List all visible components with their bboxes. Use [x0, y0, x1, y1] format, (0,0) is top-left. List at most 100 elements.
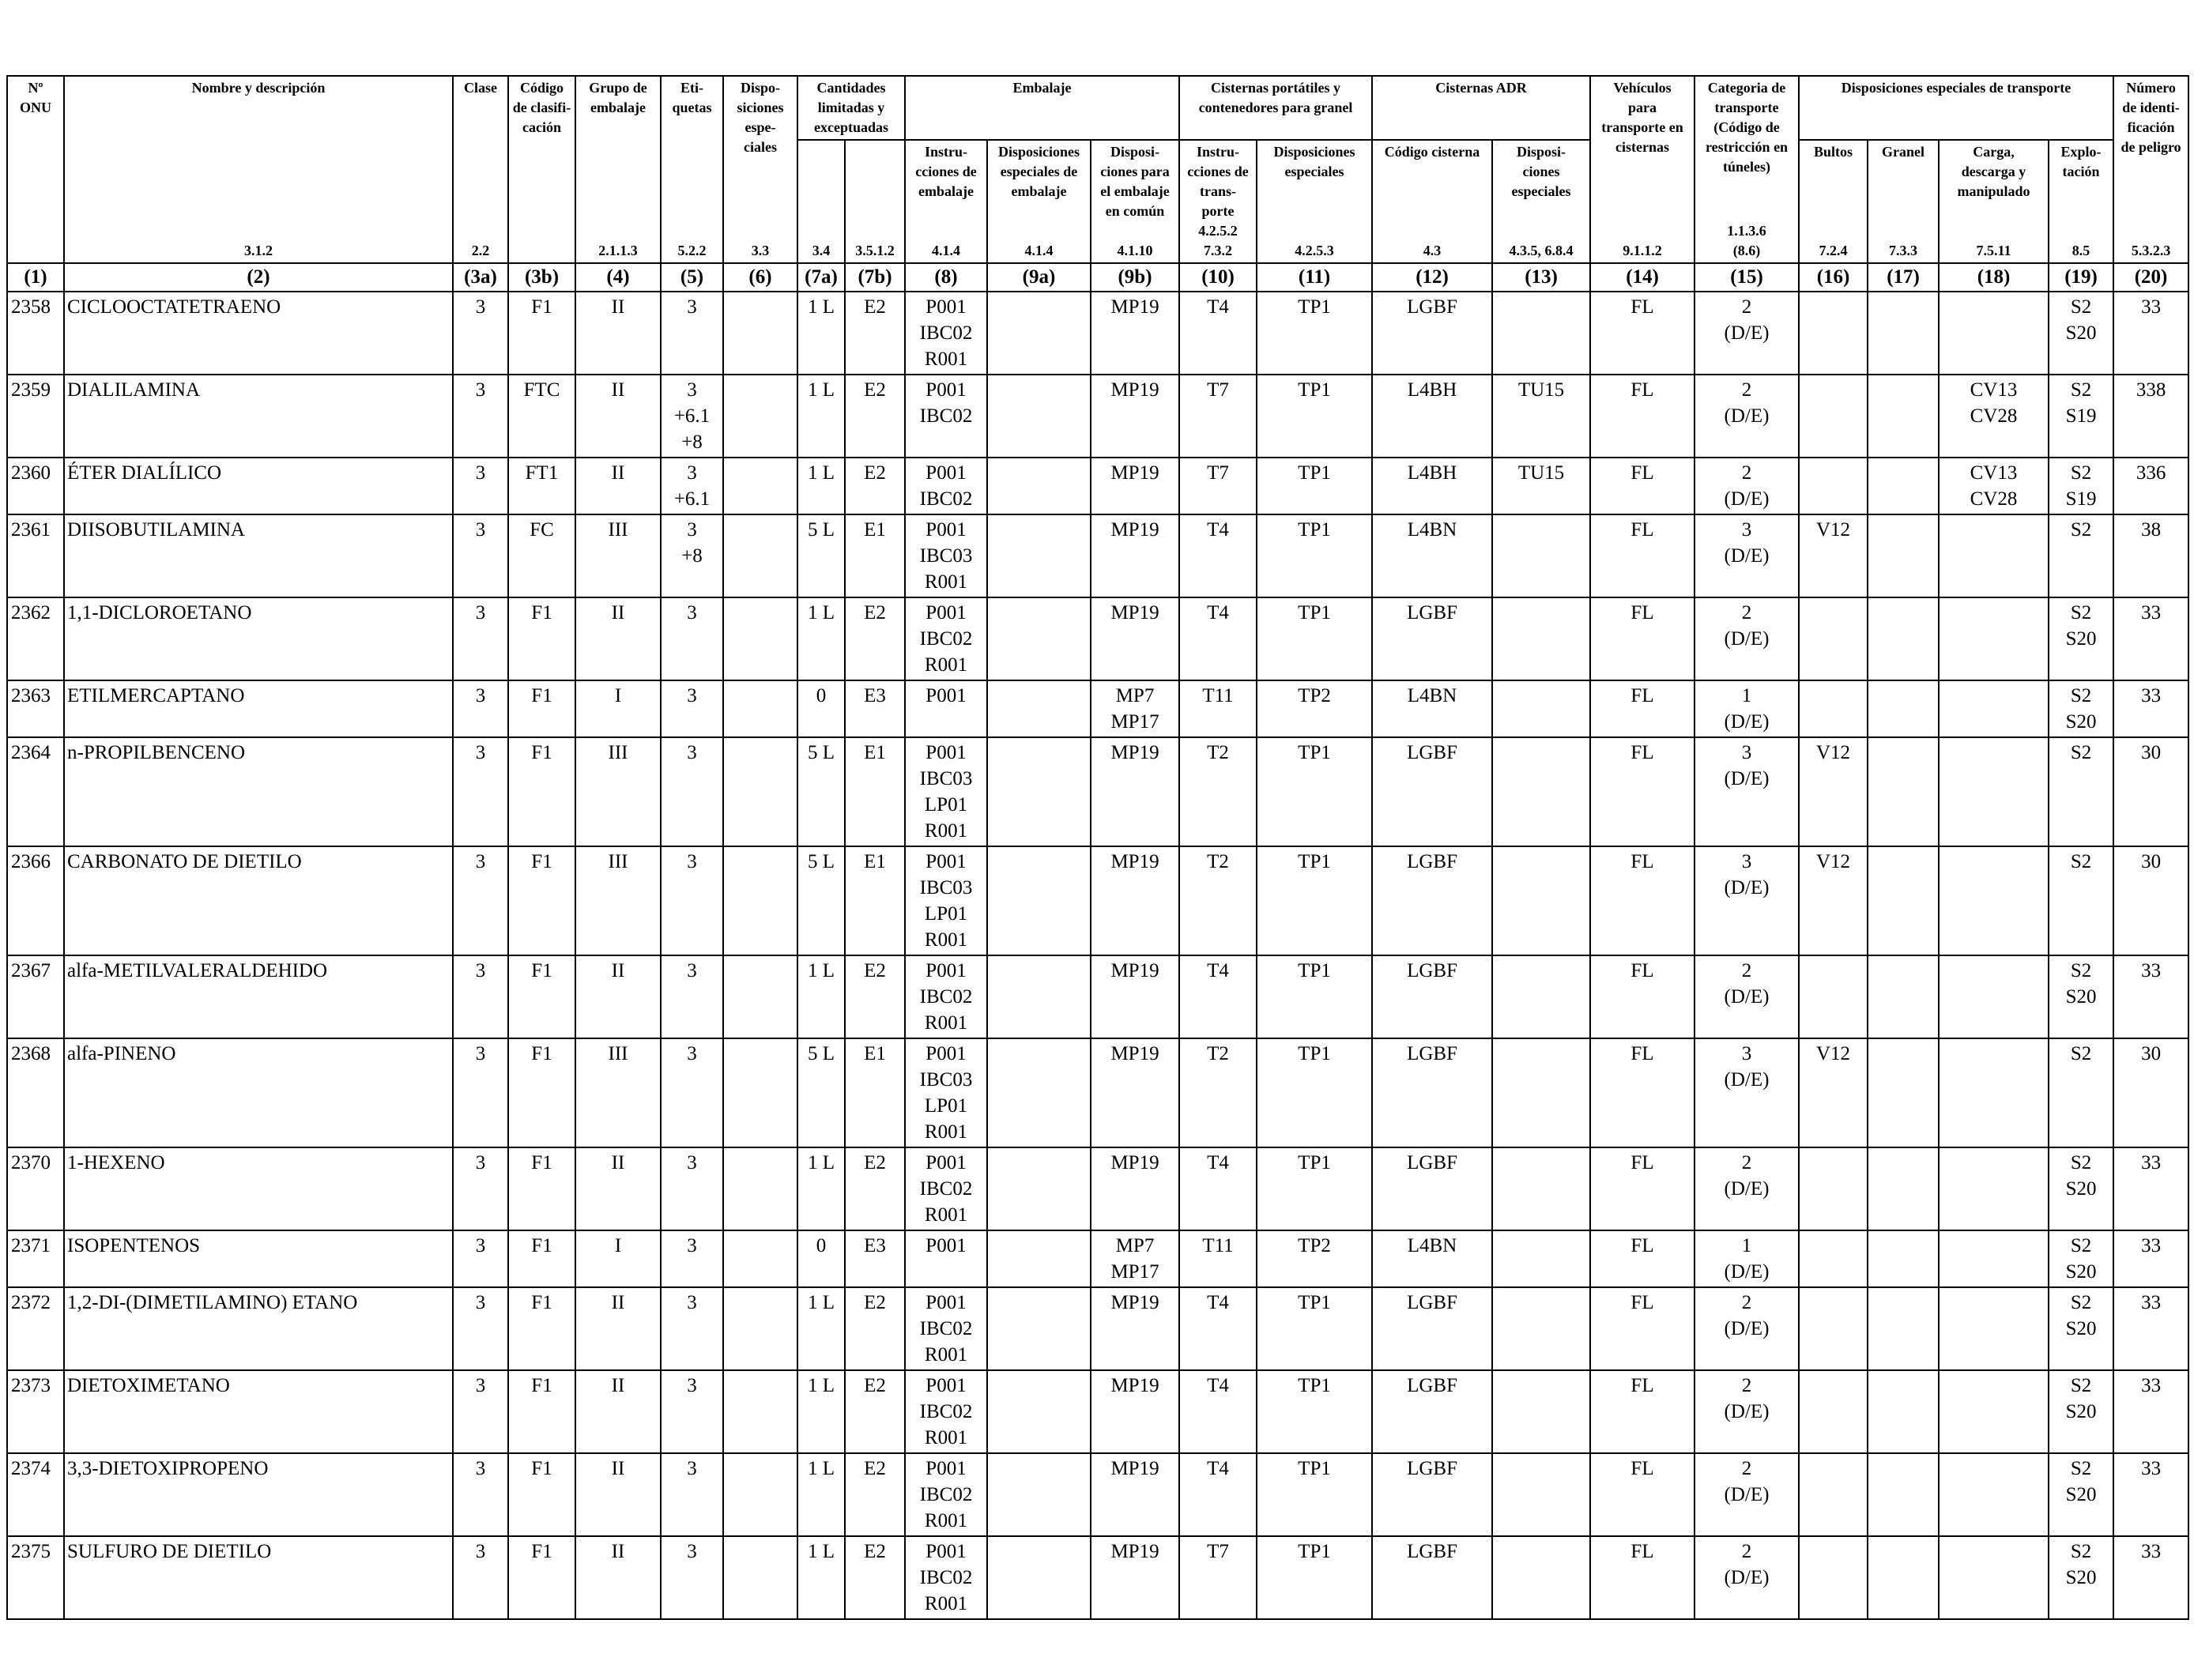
cell-codigo: FT1 — [507, 457, 576, 515]
cell-carga — [1938, 1230, 2050, 1288]
cell-etiquetas: 3 — [660, 1147, 724, 1231]
cell-granel — [1867, 291, 1940, 375]
cell-cant-exceptuadas: E3 — [844, 680, 906, 738]
cell-cp-disposiciones: TP1 — [1256, 374, 1374, 458]
cell-granel — [1867, 1147, 1940, 1231]
cell-emb-disposiciones — [986, 1038, 1091, 1148]
column-number: (13) — [1491, 262, 1592, 292]
cell-explotacion: S2 S20 — [2048, 1452, 2115, 1537]
cell-adr-codigo: LGBF — [1371, 1286, 1494, 1371]
header-adr-codigo: Código cisterna 4.3 — [1371, 139, 1494, 264]
cell-onu: 2360 — [6, 457, 65, 515]
cell-disposiciones — [722, 1147, 798, 1231]
cell-emb-comun: MP7 MP17 — [1089, 680, 1181, 738]
cell-codigo: F1 — [507, 736, 576, 847]
cell-cant-exceptuadas: E3 — [844, 1230, 906, 1288]
cell-name: SULFURO DE DIETILO — [63, 1535, 454, 1620]
cell-cant-limitadas: 1 L — [797, 1147, 846, 1231]
cell-cant-exceptuadas: E1 — [844, 1038, 906, 1148]
cell-granel — [1867, 1286, 1940, 1371]
cell-numero-peligro: 38 — [2113, 514, 2190, 598]
cell-categoria: 2 (D/E) — [1694, 597, 1800, 681]
cell-vehiculos: FL — [1589, 1038, 1696, 1148]
cell-cp-disposiciones: TP1 — [1256, 1147, 1374, 1231]
cell-codigo: FTC — [507, 374, 576, 458]
cell-emb-disposiciones — [986, 736, 1091, 847]
column-number: (7a) — [797, 262, 846, 292]
cell-disposiciones — [722, 1286, 798, 1371]
cell-adr-disposiciones — [1491, 846, 1592, 956]
cell-adr-disposiciones — [1491, 1535, 1592, 1620]
cell-numero-peligro: 33 — [2113, 1452, 2190, 1537]
cell-granel — [1867, 457, 1940, 515]
cell-codigo: F1 — [507, 1286, 576, 1371]
cell-cant-exceptuadas: E1 — [844, 846, 906, 956]
cell-carga: CV13 CV28 — [1938, 374, 2050, 458]
cell-adr-disposiciones — [1491, 1147, 1592, 1231]
cell-bultos — [1798, 374, 1869, 458]
header-etiquetas: Eti- quetas 5.2.2 — [660, 75, 724, 264]
cell-adr-disposiciones — [1491, 1286, 1592, 1371]
cell-categoria: 1 (D/E) — [1694, 1230, 1800, 1288]
cell-categoria: 3 (D/E) — [1694, 736, 1800, 847]
column-number: (16) — [1798, 262, 1869, 292]
cell-disposiciones — [722, 291, 798, 375]
cell-cant-exceptuadas: E1 — [844, 514, 906, 598]
header-granel: Granel 7.3.3 — [1867, 139, 1940, 264]
table-row: 2364 n-PROPILBENCENO 3 F1 III 3 5 L E1 P001 IBC0… — [6, 736, 2190, 847]
header-cp-instrucciones: Instru- cciones de trans- porte 4.2.5.2 7… — [1178, 139, 1258, 264]
cell-cant-limitadas: 1 L — [797, 457, 846, 515]
cell-clase: 3 — [452, 1535, 509, 1620]
cell-bultos — [1798, 291, 1869, 375]
cell-cp-instrucciones: T4 — [1178, 1369, 1258, 1454]
cell-vehiculos: FL — [1589, 514, 1696, 598]
header-cisternas-portatiles: Cisternas portátiles y contenedores para… — [1178, 75, 1374, 141]
cell-emb-disposiciones — [986, 374, 1091, 458]
cell-adr-codigo: LGBF — [1371, 1147, 1494, 1231]
cell-categoria: 1 (D/E) — [1694, 680, 1800, 738]
cell-bultos — [1798, 1286, 1869, 1371]
cell-etiquetas: 3 — [660, 955, 724, 1039]
cell-categoria: 3 (D/E) — [1694, 514, 1800, 598]
cell-disposiciones — [722, 680, 798, 738]
cell-bultos — [1798, 597, 1869, 681]
cell-cant-exceptuadas: E1 — [844, 736, 906, 847]
cell-emb-instrucciones: P001 IBC03 R001 — [904, 514, 988, 598]
cell-name: ETILMERCAPTANO — [63, 680, 454, 738]
cell-onu: 2358 — [6, 291, 65, 375]
cell-carga — [1938, 1147, 2050, 1231]
cell-cp-instrucciones: T2 — [1178, 1038, 1258, 1148]
cell-cp-disposiciones: TP1 — [1256, 1286, 1374, 1371]
cell-clase: 3 — [452, 680, 509, 738]
cell-onu: 2359 — [6, 374, 65, 458]
cell-vehiculos: FL — [1589, 374, 1696, 458]
cell-emb-instrucciones: P001 IBC03 LP01 R001 — [904, 1038, 988, 1148]
header-bultos: Bultos 7.2.4 — [1798, 139, 1869, 264]
cell-adr-codigo: L4BN — [1371, 514, 1494, 598]
cell-cp-instrucciones: T11 — [1178, 1230, 1258, 1288]
cell-disposiciones — [722, 374, 798, 458]
cell-emb-instrucciones: P001 IBC02 — [904, 457, 988, 515]
cell-cant-limitadas: 1 L — [797, 955, 846, 1039]
cell-vehiculos: FL — [1589, 736, 1696, 847]
cell-vehiculos: FL — [1589, 680, 1696, 738]
cell-granel — [1867, 846, 1940, 956]
cell-emb-comun: MP19 — [1089, 1535, 1181, 1620]
cell-clase: 3 — [452, 597, 509, 681]
cell-explotacion: S2 S20 — [2048, 680, 2115, 738]
table-header: Nº ONU Nombre y descripción 3.1.2 Clase 2.… — [6, 75, 2190, 292]
column-number: (10) — [1178, 262, 1258, 292]
header-cantidades: Cantidades limitadas y exceptuadas — [797, 75, 906, 141]
cell-grupo: II — [575, 1535, 662, 1620]
table-row: 2361 DIISOBUTILAMINA 3 FC III 3 +8 5 L E1 P001 I… — [6, 514, 2190, 598]
cell-cant-exceptuadas: E2 — [844, 1369, 906, 1454]
cell-carga — [1938, 514, 2050, 598]
cell-emb-instrucciones: P001 IBC02 R001 — [904, 955, 988, 1039]
cell-cant-exceptuadas: E2 — [844, 955, 906, 1039]
cell-categoria: 2 (D/E) — [1694, 457, 1800, 515]
cell-onu: 2372 — [6, 1286, 65, 1371]
cell-emb-disposiciones — [986, 597, 1091, 681]
cell-emb-disposiciones — [986, 514, 1091, 598]
cell-carga — [1938, 1452, 2050, 1537]
cell-onu: 2364 — [6, 736, 65, 847]
